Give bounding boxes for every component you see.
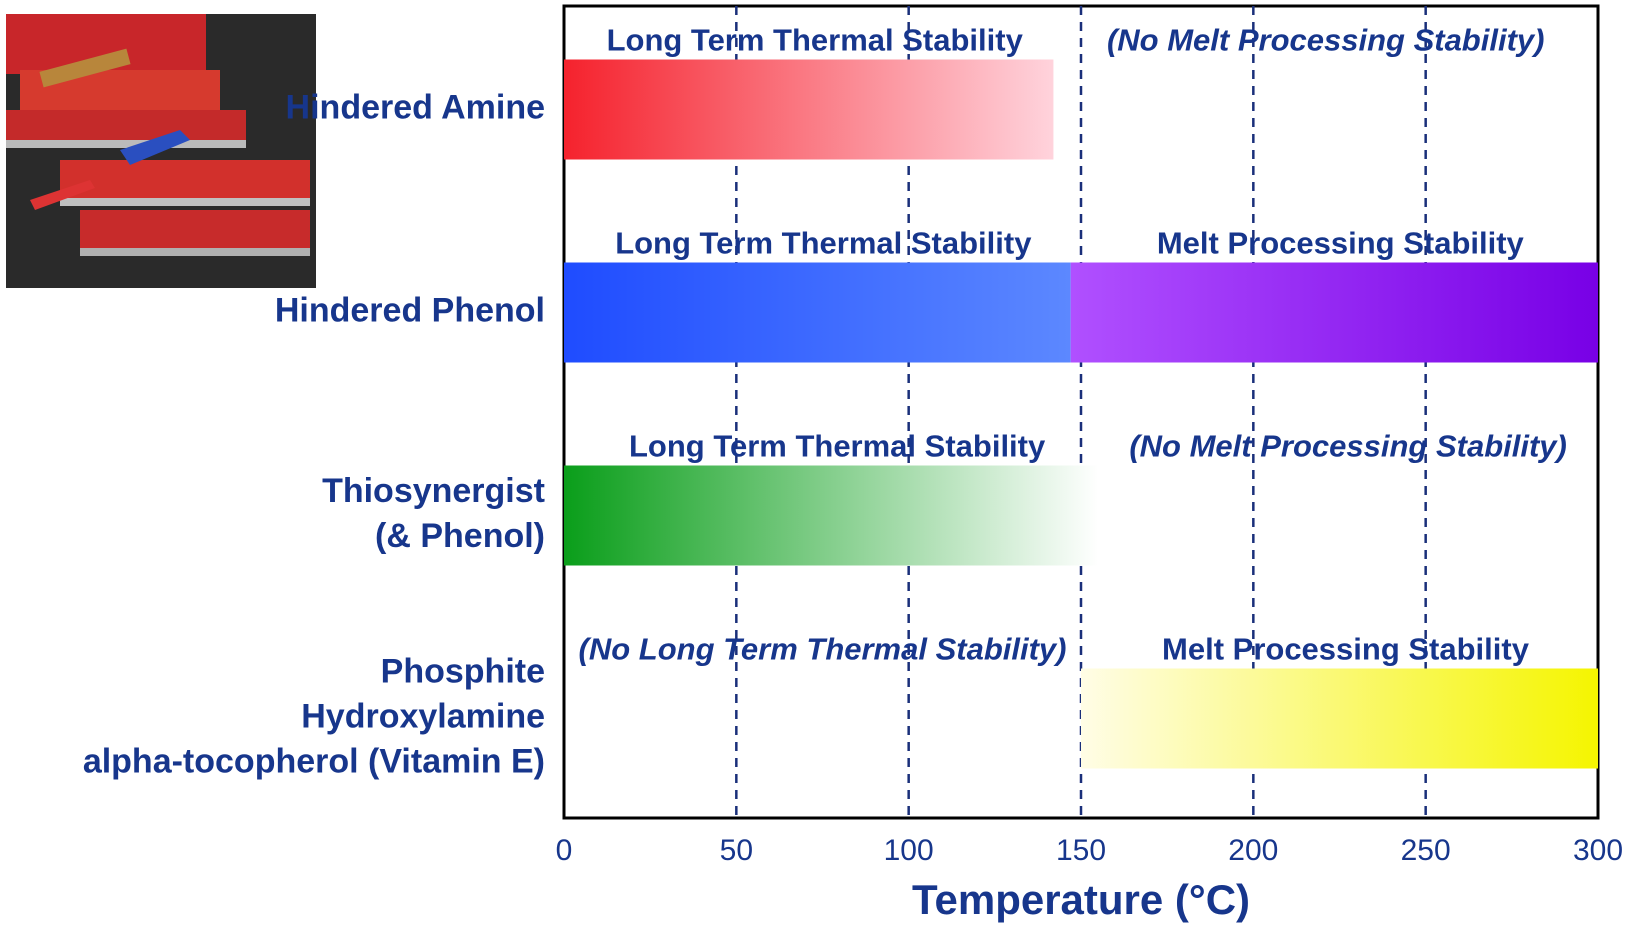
segment-label: Long Term Thermal Stability <box>615 226 1032 261</box>
row-label: Phosphite <box>381 652 545 690</box>
note-label: (No Melt Processing Stability) <box>1107 23 1545 58</box>
x-tick-label: 50 <box>720 834 753 867</box>
row-label: alpha-tocopherol (Vitamin E) <box>83 742 545 780</box>
segment-label: Long Term Thermal Stability <box>629 429 1046 464</box>
segment-label: Melt Processing Stability <box>1157 226 1525 261</box>
x-tick-label: 0 <box>556 834 573 867</box>
toolbox-image <box>6 14 316 288</box>
segment-label: Melt Processing Stability <box>1162 632 1530 667</box>
page: Temperature (°C) 0 50 100 150 200 250 300 Hinde… <box>0 0 1638 925</box>
segment-label: Long Term Thermal Stability <box>607 23 1024 58</box>
x-tick-label: 100 <box>884 834 934 867</box>
note-label: (No Melt Processing Stability) <box>1129 429 1567 464</box>
range-bar <box>564 466 1098 566</box>
note-label: (No Long Term Thermal Stability) <box>579 632 1067 667</box>
x-tick-label: 300 <box>1573 834 1623 867</box>
range-bar <box>1071 263 1598 363</box>
chart: Temperature (°C) 0 50 100 150 200 250 300 Hinde… <box>0 0 1638 925</box>
x-tick-label: 250 <box>1401 834 1451 867</box>
row-label: Hydroxylamine <box>301 697 545 735</box>
range-bar <box>1081 669 1598 769</box>
row-label: Thiosynergist <box>322 472 545 510</box>
range-bar <box>564 60 1053 160</box>
x-axis-title: Temperature (°C) <box>912 876 1250 923</box>
row-label: Hindered Phenol <box>275 291 545 329</box>
x-tick-label: 150 <box>1056 834 1106 867</box>
row-label: (& Phenol) <box>375 517 545 555</box>
range-bar <box>564 263 1071 363</box>
x-tick-label: 200 <box>1228 834 1278 867</box>
row-label: Hindered Amine <box>286 88 545 126</box>
